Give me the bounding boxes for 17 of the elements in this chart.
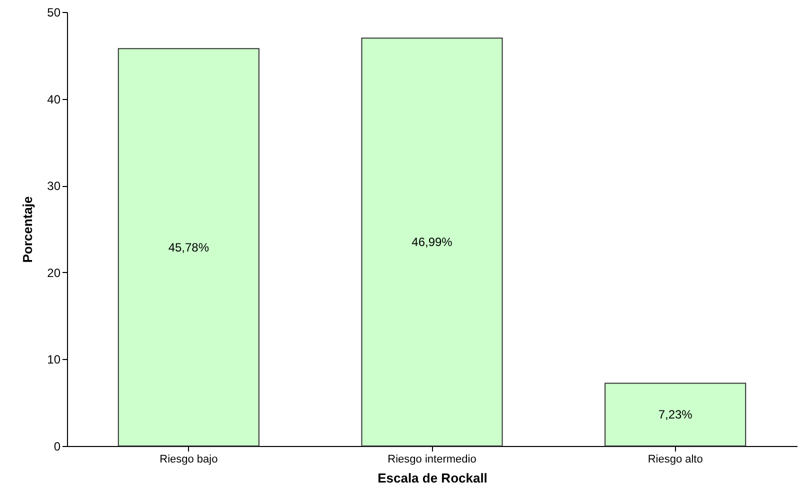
bar — [361, 38, 503, 446]
y-tick-label: 0 — [54, 440, 61, 454]
data-label: 45,78% — [168, 240, 210, 254]
y-tick-label: 10 — [47, 352, 61, 367]
data-label: 7,23% — [658, 408, 693, 422]
y-tick-label: 50 — [47, 6, 61, 20]
y-axis-title: Porcentaje — [20, 196, 36, 263]
x-tick-label: Riesgo intermedio — [388, 454, 476, 466]
y-tick-label: 30 — [47, 179, 61, 194]
bar — [118, 48, 260, 446]
y-tick-label: 40 — [47, 92, 61, 106]
x-tick-label: Riesgo alto — [648, 454, 703, 466]
y-tick-label: 20 — [47, 266, 61, 280]
data-label: 46,99% — [412, 235, 453, 250]
x-axis-title: Escala de Rockall — [378, 470, 488, 486]
bar — [604, 382, 746, 446]
x-tick-label: Riesgo bajo — [160, 454, 218, 466]
